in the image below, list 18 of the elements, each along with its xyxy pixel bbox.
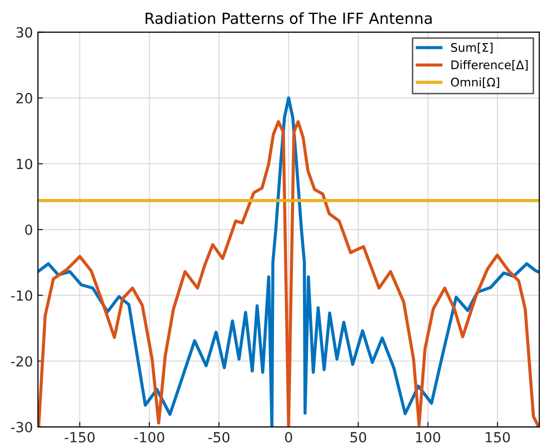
- x-tick-label: -150: [64, 432, 95, 442]
- x-tick-label: -100: [134, 432, 164, 442]
- legend-label: Difference[Δ]: [452, 60, 528, 71]
- y-tick-label: 20: [16, 92, 32, 104]
- y-tick-label: 0: [25, 224, 32, 236]
- legend-label: Sum[Σ]: [451, 42, 492, 54]
- y-tick-label: 30: [16, 27, 32, 38]
- y-tick-label: -30: [11, 422, 32, 432]
- x-tick-label: 100: [416, 432, 440, 442]
- y-tick-label: -20: [11, 356, 32, 367]
- x-tick-label: 50: [350, 432, 366, 442]
- legend-label: Omni[Ω]: [451, 77, 500, 88]
- chart-title: Radiation Patterns of The IFF Antenna: [146, 12, 432, 24]
- y-tick-label: 10: [16, 158, 32, 170]
- x-tick-label: 0: [285, 432, 292, 442]
- x-tick-label: -50: [208, 432, 230, 442]
- x-tick-label: 150: [486, 432, 510, 442]
- y-tick-label: -10: [11, 290, 32, 301]
